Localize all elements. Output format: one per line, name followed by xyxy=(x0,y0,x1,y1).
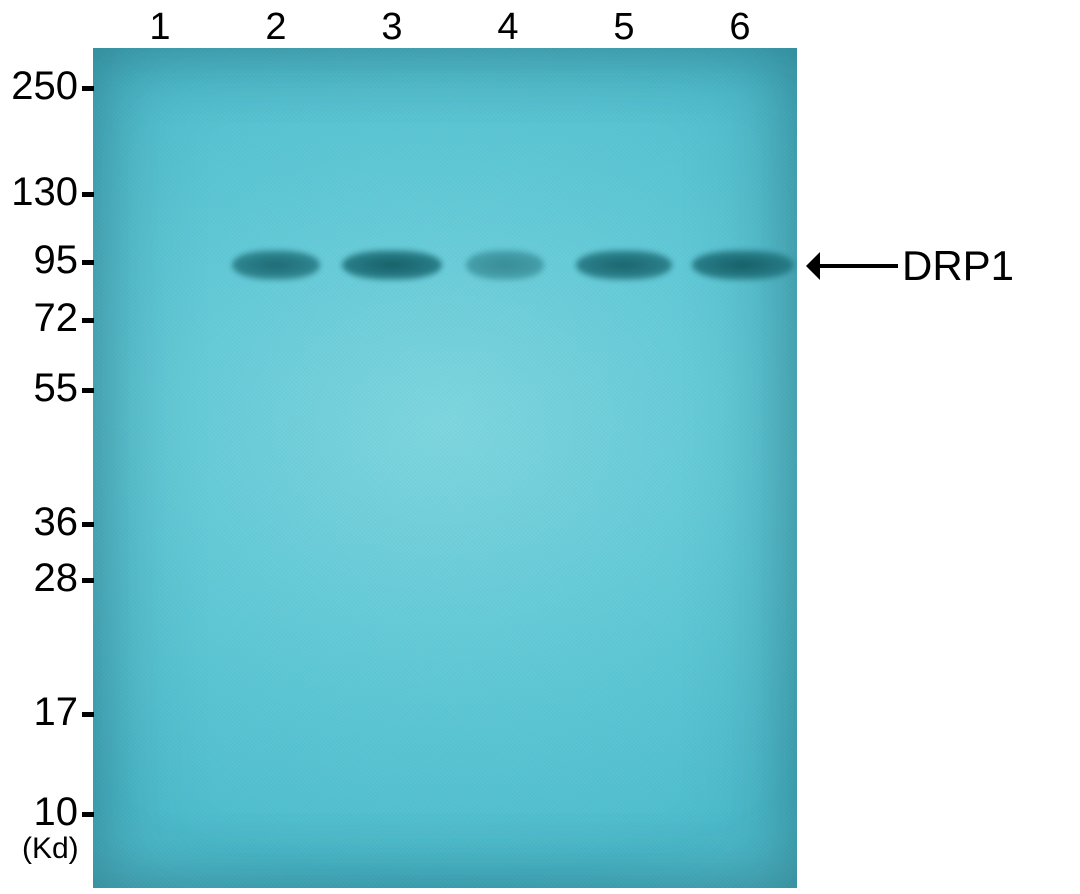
band-lane-2 xyxy=(232,250,320,280)
mw-tick-130 xyxy=(82,192,94,197)
blot-membrane xyxy=(93,48,797,888)
band-lane-6 xyxy=(692,250,794,280)
annotation-arrow-head xyxy=(806,252,820,280)
lane-label-5: 5 xyxy=(604,6,644,49)
mw-tick-36 xyxy=(82,522,94,527)
mw-label-10: 10 xyxy=(0,790,78,835)
mw-label-130: 130 xyxy=(0,170,78,215)
mw-label-28: 28 xyxy=(0,556,78,601)
mw-label-55: 55 xyxy=(0,366,78,411)
kd-unit-label: (Kd) xyxy=(22,832,79,866)
western-blot-figure: 1 2 3 4 5 6 250 130 95 72 55 36 28 17 10 (Kd) DRP1 xyxy=(0,0,1080,894)
blot-grain-overlay xyxy=(93,48,797,888)
mw-tick-95 xyxy=(82,260,94,265)
lane-label-6: 6 xyxy=(720,6,760,49)
lane-label-2: 2 xyxy=(256,6,296,49)
protein-label: DRP1 xyxy=(902,242,1014,290)
annotation-arrow-line xyxy=(820,264,898,268)
band-lane-3 xyxy=(342,250,442,280)
mw-label-17: 17 xyxy=(0,690,78,735)
mw-label-95: 95 xyxy=(0,238,78,283)
lane-label-1: 1 xyxy=(140,6,180,49)
mw-label-250: 250 xyxy=(0,64,78,109)
mw-tick-28 xyxy=(82,578,94,583)
lane-label-4: 4 xyxy=(488,6,528,49)
mw-tick-250 xyxy=(82,86,94,91)
band-lane-4 xyxy=(466,250,544,280)
band-lane-5 xyxy=(576,250,672,280)
mw-tick-72 xyxy=(82,318,94,323)
mw-tick-55 xyxy=(82,388,94,393)
mw-label-72: 72 xyxy=(0,296,78,341)
mw-tick-10 xyxy=(82,812,94,817)
mw-tick-17 xyxy=(82,712,94,717)
mw-label-36: 36 xyxy=(0,500,78,545)
lane-label-3: 3 xyxy=(372,6,412,49)
